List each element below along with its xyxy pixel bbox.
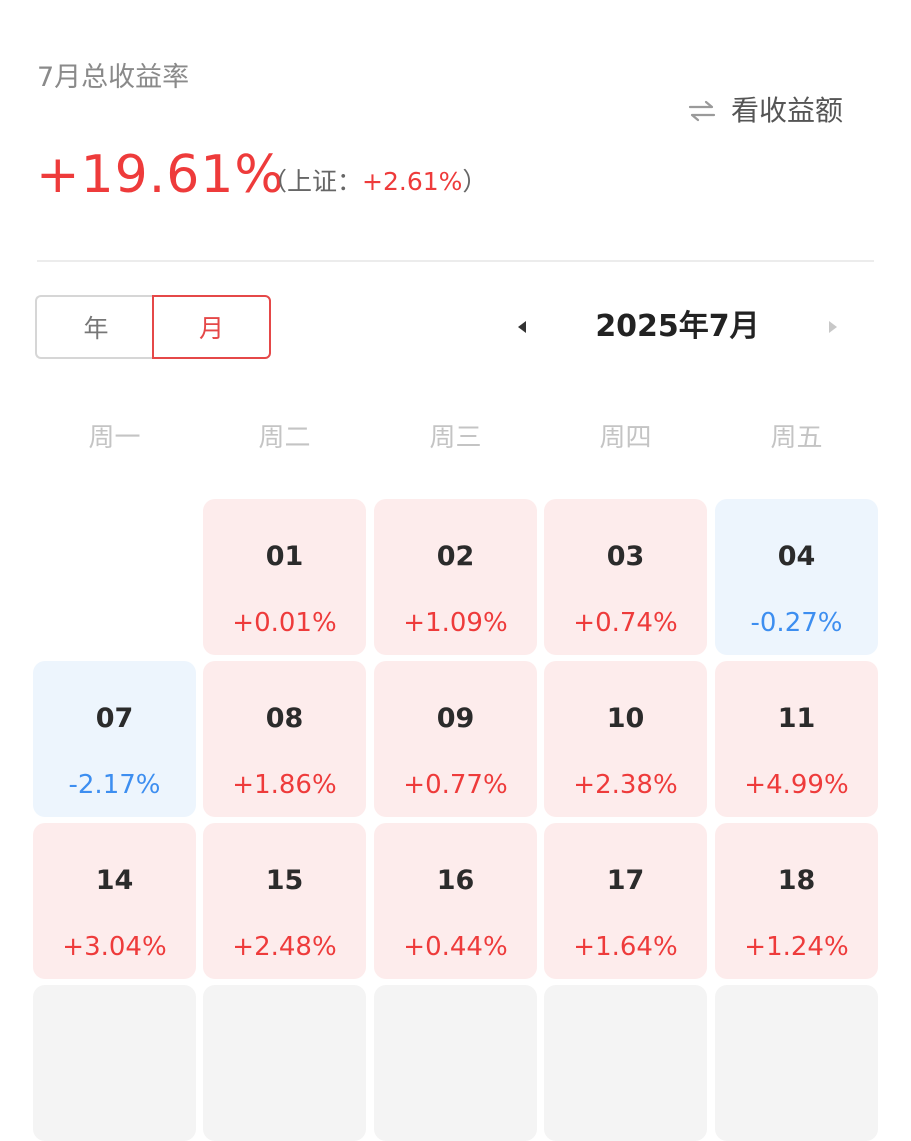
- day-return-rate: +2.38%: [573, 770, 678, 800]
- day-return-rate: +3.04%: [62, 932, 167, 962]
- calendar-day-cell[interactable]: 17 +1.64%: [544, 823, 707, 979]
- calendar-day-cell[interactable]: 16 +0.44%: [374, 823, 537, 979]
- calendar-day-cell-partial[interactable]: [374, 985, 537, 1141]
- day-number: 14: [95, 865, 134, 896]
- day-number: 15: [265, 865, 304, 896]
- month-total-label: 7月总收益率: [37, 62, 190, 93]
- day-number: 10: [606, 703, 645, 734]
- day-number: 07: [95, 703, 134, 734]
- calendar-day-cell[interactable]: 11 +4.99%: [715, 661, 878, 817]
- calendar-day-cell[interactable]: 14 +3.04%: [33, 823, 196, 979]
- calendar-day-cell[interactable]: 07 -2.17%: [33, 661, 196, 817]
- day-return-rate: +1.64%: [573, 932, 678, 962]
- toggle-amount-label: 看收益额: [730, 94, 843, 127]
- triangle-left-icon: [518, 321, 526, 333]
- day-number: 08: [265, 703, 304, 734]
- total-return-rate: +19.61%: [36, 145, 285, 205]
- weekday-wed: 周三: [429, 423, 482, 453]
- day-number: 04: [777, 541, 816, 572]
- toggle-amount-button[interactable]: 看收益额: [687, 92, 843, 130]
- day-number: 17: [606, 865, 645, 896]
- day-number: 01: [265, 541, 304, 572]
- day-number: 03: [606, 541, 645, 572]
- weekday-thu: 周四: [599, 423, 652, 453]
- day-number: 09: [436, 703, 475, 734]
- calendar-day-cell[interactable]: 04 -0.27%: [715, 499, 878, 655]
- day-return-rate: +0.01%: [232, 608, 337, 638]
- calendar-day-cell[interactable]: 01 +0.01%: [203, 499, 366, 655]
- day-number: 02: [436, 541, 475, 572]
- calendar-day-cell-partial[interactable]: [715, 985, 878, 1141]
- day-return-rate: +4.99%: [744, 770, 849, 800]
- next-month-button[interactable]: [818, 312, 848, 342]
- current-month-title: 2025年7月: [595, 309, 760, 344]
- day-number: 11: [777, 703, 816, 734]
- prev-month-button[interactable]: [507, 312, 537, 342]
- day-return-rate: +0.77%: [403, 770, 508, 800]
- calendar-day-cell[interactable]: 18 +1.24%: [715, 823, 878, 979]
- day-return-rate: +0.74%: [573, 608, 678, 638]
- calendar-day-cell[interactable]: 15 +2.48%: [203, 823, 366, 979]
- day-return-rate: +2.48%: [232, 932, 337, 962]
- triangle-right-icon: [829, 321, 837, 333]
- weekday-fri: 周五: [770, 423, 823, 453]
- swap-arrows-icon: [687, 99, 717, 123]
- page-title-partial: [37, 0, 50, 14]
- day-return-rate: +1.86%: [232, 770, 337, 800]
- calendar-day-cell[interactable]: 10 +2.38%: [544, 661, 707, 817]
- divider: [37, 260, 874, 262]
- calendar-day-cell[interactable]: 03 +0.74%: [544, 499, 707, 655]
- weekday-header: 周一 周二 周三 周四 周五: [33, 418, 879, 458]
- day-return-rate: +1.24%: [744, 932, 849, 962]
- calendar-day-cell[interactable]: 02 +1.09%: [374, 499, 537, 655]
- calendar-day-cell-partial[interactable]: [203, 985, 366, 1141]
- calendar-day-cell-partial[interactable]: [544, 985, 707, 1141]
- calendar-day-cell-partial[interactable]: [33, 985, 196, 1141]
- benchmark-comparison: （上证：+2.61%）: [262, 162, 487, 202]
- benchmark-value: +2.61%: [362, 167, 463, 196]
- day-return-rate: -2.17%: [68, 770, 161, 800]
- calendar-day-cell[interactable]: 08 +1.86%: [203, 661, 366, 817]
- weekday-tue: 周二: [258, 423, 311, 453]
- weekday-mon: 周一: [88, 423, 141, 453]
- benchmark-prefix: （上证：: [262, 167, 363, 196]
- day-number: 18: [777, 865, 816, 896]
- month-view-tab[interactable]: 月: [152, 295, 271, 359]
- day-return-rate: +0.44%: [403, 932, 508, 962]
- day-return-rate: +1.09%: [403, 608, 508, 638]
- year-view-tab[interactable]: 年: [35, 295, 155, 359]
- day-number: 16: [436, 865, 475, 896]
- day-return-rate: -0.27%: [750, 608, 843, 638]
- calendar-day-cell[interactable]: 09 +0.77%: [374, 661, 537, 817]
- benchmark-suffix: ）: [462, 167, 488, 196]
